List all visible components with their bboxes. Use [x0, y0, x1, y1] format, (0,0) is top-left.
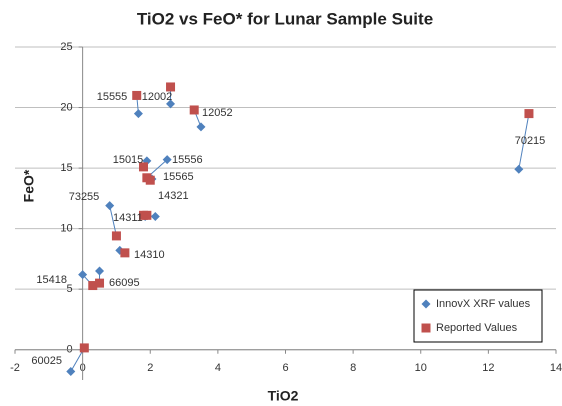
point — [95, 278, 105, 288]
point-label: 66095 — [109, 277, 140, 289]
point — [138, 162, 148, 172]
point — [514, 164, 524, 174]
legend-label: InnovX XRF values — [436, 298, 531, 310]
point — [95, 266, 105, 276]
point-label: 14311 — [113, 212, 143, 224]
point — [162, 155, 172, 165]
x-tick-label: 2 — [147, 362, 153, 374]
point — [78, 270, 88, 280]
point — [132, 90, 142, 100]
legend-box — [413, 289, 543, 343]
point — [189, 105, 199, 115]
x-tick-label: 8 — [350, 362, 356, 374]
x-tick-label: 10 — [415, 362, 427, 374]
point-label: 14321 — [158, 190, 189, 202]
point — [133, 109, 143, 119]
y-tick-label: 5 — [67, 283, 73, 295]
tie-line — [109, 205, 117, 237]
point — [88, 281, 98, 291]
legend-marker — [421, 323, 431, 333]
chart-title: TiO2 vs FeO* for Lunar Sample Suite — [137, 9, 433, 28]
x-tick-label: 4 — [215, 362, 221, 374]
point-label: 14310 — [134, 249, 165, 261]
x-tick-label: 12 — [482, 362, 494, 374]
point — [196, 122, 206, 132]
legend-label: Reported Values — [436, 322, 518, 334]
point-label: 15555 — [97, 91, 128, 103]
point-label: 15418 — [36, 274, 67, 286]
y-tick-label: 20 — [60, 101, 72, 113]
legend-marker — [421, 299, 431, 309]
y-tick-label: 15 — [60, 162, 72, 174]
point-label: 60025 — [31, 355, 62, 367]
point — [166, 82, 176, 92]
x-tick-label: 14 — [550, 362, 562, 374]
point-label: 15565 — [163, 171, 194, 183]
y-axis-label: FeO* — [21, 169, 37, 202]
point — [142, 173, 152, 183]
point — [166, 99, 176, 109]
point-label: 15015 — [113, 154, 144, 166]
point — [150, 212, 160, 222]
point — [524, 109, 534, 119]
point — [105, 201, 115, 211]
point-label: 15556 — [172, 154, 203, 166]
point — [142, 210, 152, 220]
point-label: 73255 — [69, 191, 100, 203]
y-tick-label: 25 — [60, 41, 72, 53]
point-label: 12052 — [202, 107, 233, 119]
x-tick-label: -2 — [10, 362, 20, 374]
point — [79, 343, 89, 353]
point — [111, 231, 121, 241]
point — [120, 248, 130, 258]
point — [66, 367, 76, 377]
point-label: 70215 — [515, 135, 546, 147]
y-tick-label: 10 — [60, 223, 72, 235]
point-label: 12002 — [142, 91, 173, 103]
x-axis-label: TiO2 — [268, 388, 299, 404]
tie-line — [518, 113, 530, 170]
x-tick-label: 6 — [282, 362, 288, 374]
